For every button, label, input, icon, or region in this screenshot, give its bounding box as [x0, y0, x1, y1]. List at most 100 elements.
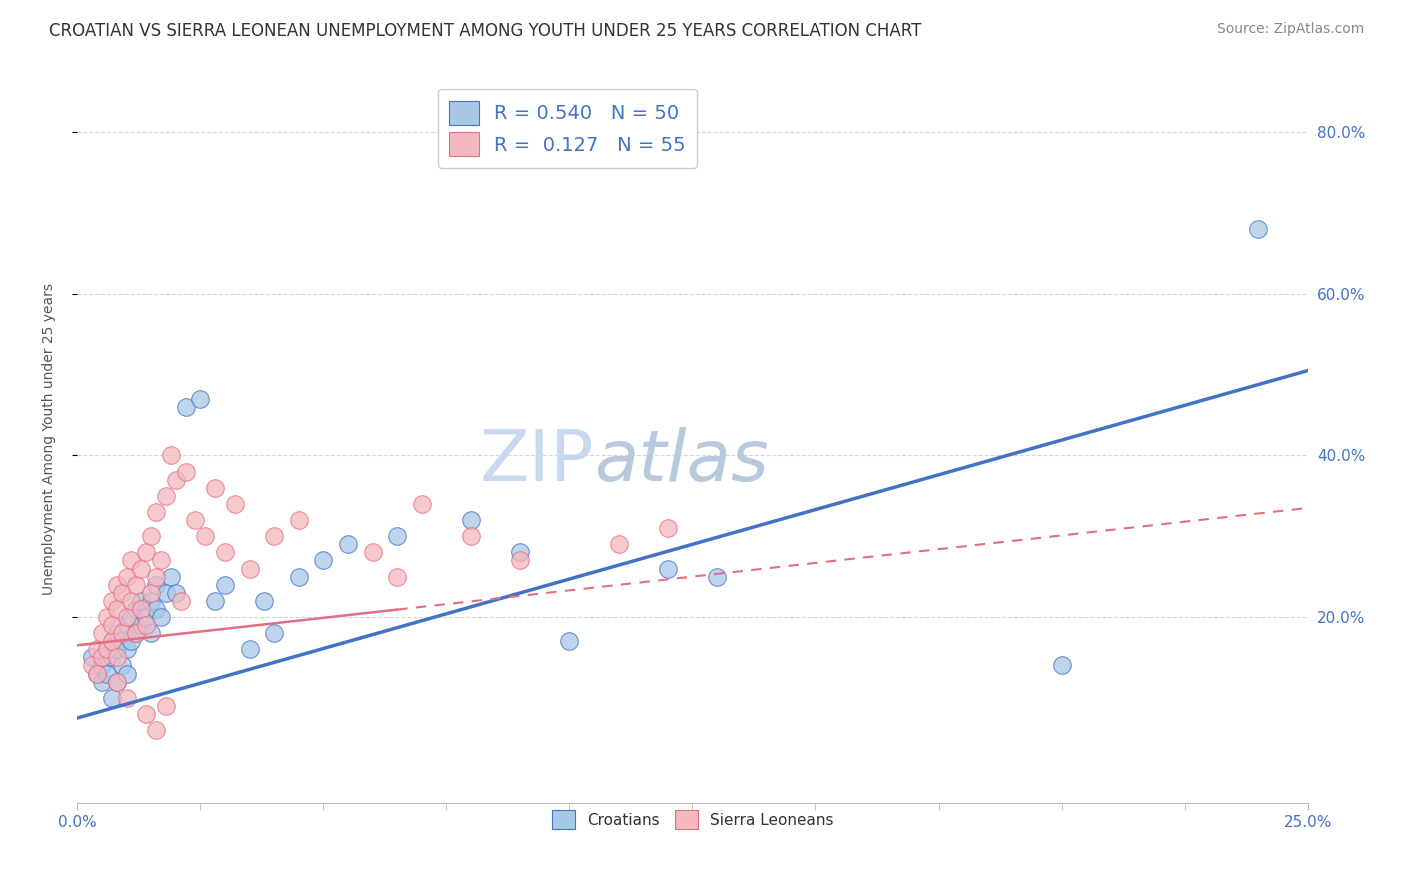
- Point: [82, 658, 104, 673]
- Point: [101, 594, 124, 608]
- Point: [135, 618, 157, 632]
- Point: [224, 497, 246, 511]
- Point: [115, 642, 138, 657]
- Point: [145, 569, 167, 583]
- Point: [558, 634, 581, 648]
- Point: [115, 610, 138, 624]
- Point: [90, 674, 114, 689]
- Point: [145, 723, 167, 737]
- Point: [204, 481, 226, 495]
- Point: [115, 690, 138, 705]
- Point: [165, 473, 187, 487]
- Point: [145, 602, 167, 616]
- Point: [105, 626, 128, 640]
- Point: [141, 594, 163, 608]
- Point: [145, 578, 167, 592]
- Point: [86, 666, 108, 681]
- Point: [86, 666, 108, 681]
- Point: [150, 553, 173, 567]
- Text: Source: ZipAtlas.com: Source: ZipAtlas.com: [1216, 22, 1364, 37]
- Point: [96, 666, 118, 681]
- Point: [170, 594, 193, 608]
- Y-axis label: Unemployment Among Youth under 25 years: Unemployment Among Youth under 25 years: [42, 284, 56, 595]
- Point: [214, 545, 236, 559]
- Point: [509, 553, 531, 567]
- Point: [204, 594, 226, 608]
- Point: [125, 626, 148, 640]
- Point: [115, 569, 138, 583]
- Point: [129, 602, 153, 616]
- Point: [105, 578, 128, 592]
- Point: [111, 586, 132, 600]
- Point: [460, 513, 482, 527]
- Point: [411, 497, 433, 511]
- Point: [263, 529, 285, 543]
- Point: [105, 602, 128, 616]
- Point: [101, 650, 124, 665]
- Text: atlas: atlas: [595, 426, 769, 496]
- Point: [188, 392, 212, 406]
- Point: [96, 642, 118, 657]
- Point: [121, 634, 143, 648]
- Point: [111, 634, 132, 648]
- Point: [129, 561, 153, 575]
- Point: [121, 594, 143, 608]
- Point: [135, 610, 157, 624]
- Point: [129, 618, 153, 632]
- Legend: Croatians, Sierra Leoneans: Croatians, Sierra Leoneans: [546, 805, 839, 835]
- Point: [160, 569, 183, 583]
- Point: [145, 505, 167, 519]
- Point: [90, 626, 114, 640]
- Point: [135, 706, 157, 721]
- Point: [194, 529, 217, 543]
- Point: [214, 578, 236, 592]
- Point: [263, 626, 285, 640]
- Point: [657, 561, 679, 575]
- Point: [1050, 658, 1073, 673]
- Point: [101, 634, 124, 648]
- Point: [288, 513, 311, 527]
- Point: [385, 529, 409, 543]
- Point: [607, 537, 630, 551]
- Point: [361, 545, 384, 559]
- Point: [337, 537, 360, 551]
- Point: [96, 610, 118, 624]
- Point: [101, 634, 124, 648]
- Point: [105, 674, 128, 689]
- Point: [155, 586, 177, 600]
- Text: ZIP: ZIP: [479, 426, 595, 496]
- Point: [239, 561, 262, 575]
- Point: [96, 642, 118, 657]
- Point: [174, 400, 197, 414]
- Point: [155, 698, 177, 713]
- Point: [101, 690, 124, 705]
- Point: [253, 594, 276, 608]
- Point: [105, 674, 128, 689]
- Point: [141, 529, 163, 543]
- Point: [125, 578, 148, 592]
- Point: [125, 626, 148, 640]
- Point: [121, 553, 143, 567]
- Point: [165, 586, 187, 600]
- Point: [129, 594, 153, 608]
- Point: [706, 569, 728, 583]
- Point: [184, 513, 207, 527]
- Point: [312, 553, 335, 567]
- Point: [121, 610, 143, 624]
- Point: [125, 602, 148, 616]
- Point: [135, 545, 157, 559]
- Point: [160, 449, 183, 463]
- Point: [460, 529, 482, 543]
- Point: [288, 569, 311, 583]
- Point: [1247, 222, 1270, 236]
- Point: [141, 626, 163, 640]
- Point: [82, 650, 104, 665]
- Point: [115, 666, 138, 681]
- Point: [105, 642, 128, 657]
- Point: [115, 618, 138, 632]
- Point: [105, 650, 128, 665]
- Point: [509, 545, 531, 559]
- Point: [111, 658, 132, 673]
- Text: CROATIAN VS SIERRA LEONEAN UNEMPLOYMENT AMONG YOUTH UNDER 25 YEARS CORRELATION C: CROATIAN VS SIERRA LEONEAN UNEMPLOYMENT …: [49, 22, 921, 40]
- Point: [385, 569, 409, 583]
